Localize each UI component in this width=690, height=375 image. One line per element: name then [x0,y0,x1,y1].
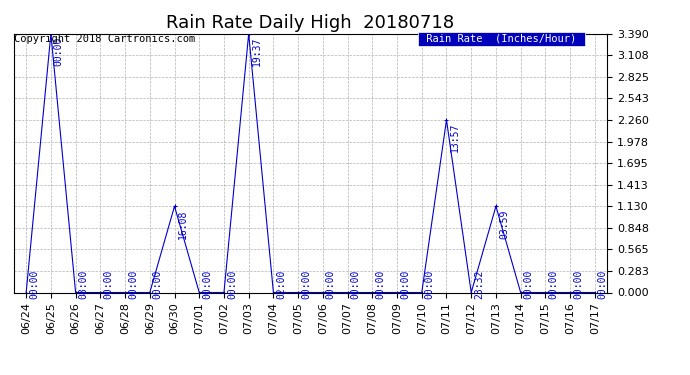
Text: 00:00: 00:00 [152,270,163,299]
Text: 13:57: 13:57 [449,123,460,152]
Text: 00:00: 00:00 [375,270,385,299]
Text: 00:00: 00:00 [598,270,608,299]
Text: Rain Rate  (Inches/Hour): Rain Rate (Inches/Hour) [420,34,583,44]
Text: 16:08: 16:08 [177,209,188,238]
Text: 00:00: 00:00 [29,270,39,299]
Text: 03:59: 03:59 [499,209,509,238]
Text: 00:00: 00:00 [425,270,435,299]
Text: 00:00: 00:00 [128,270,138,299]
Title: Rain Rate Daily High  20180718: Rain Rate Daily High 20180718 [166,14,455,32]
Text: 00:00: 00:00 [202,270,213,299]
Text: 00:00: 00:00 [54,37,64,66]
Text: 02:00: 02:00 [277,270,286,299]
Text: 00:00: 00:00 [301,270,311,299]
Text: 00:00: 00:00 [326,270,336,299]
Text: 00:00: 00:00 [549,270,558,299]
Text: 00:00: 00:00 [351,270,361,299]
Text: 23:32: 23:32 [474,270,484,299]
Text: 08:00: 08:00 [79,270,88,299]
Text: 00:00: 00:00 [573,270,583,299]
Text: 00:00: 00:00 [524,270,533,299]
Text: 00:00: 00:00 [400,270,410,299]
Text: 00:00: 00:00 [227,270,237,299]
Text: 19:37: 19:37 [252,37,262,66]
Text: Copyright 2018 Cartronics.com: Copyright 2018 Cartronics.com [14,34,195,44]
Text: 00:00: 00:00 [104,270,113,299]
